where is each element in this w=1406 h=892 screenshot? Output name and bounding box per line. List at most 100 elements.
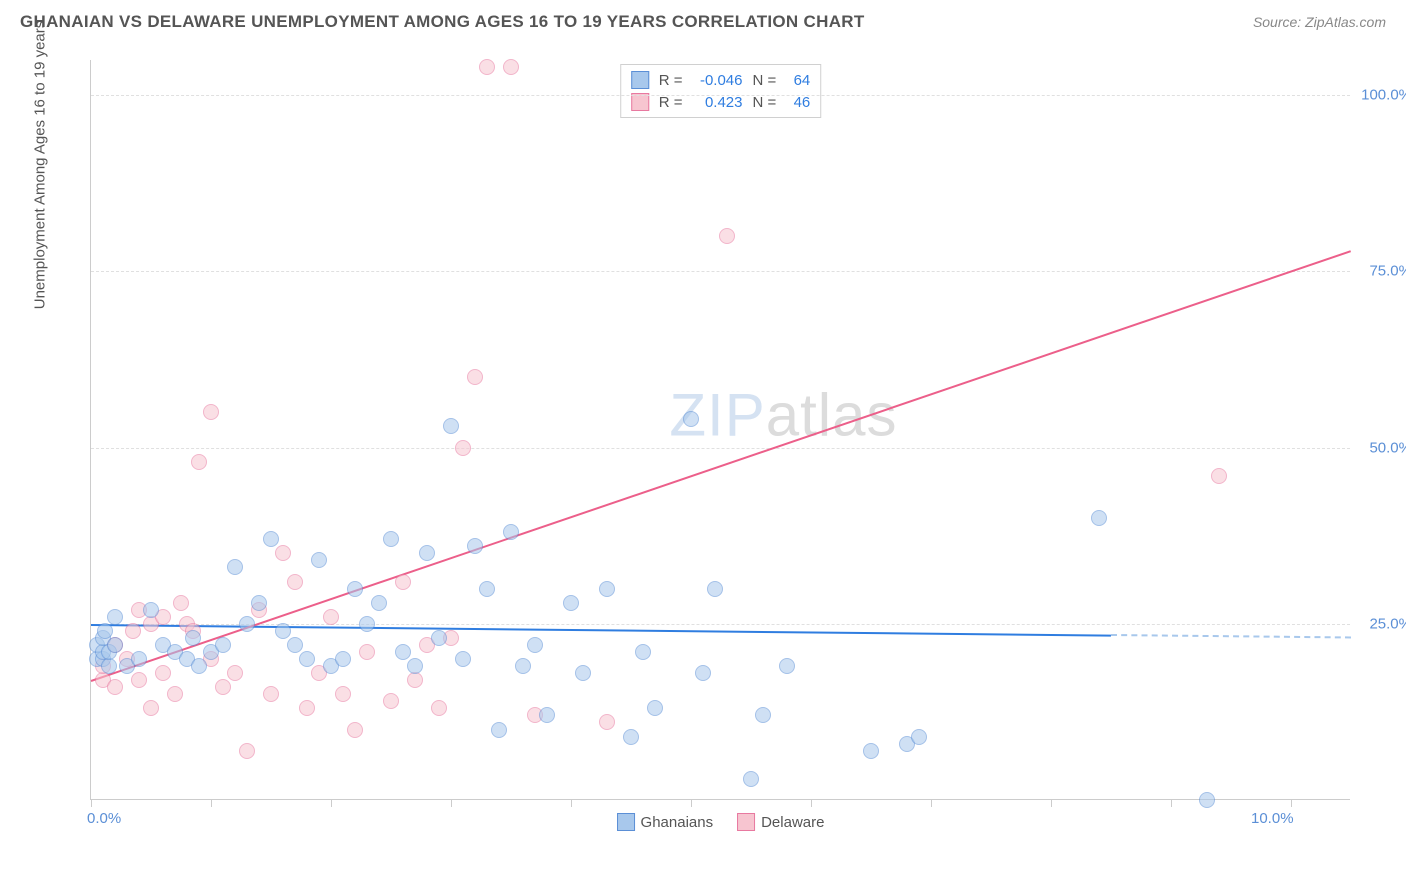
x-tick xyxy=(211,799,212,807)
data-point xyxy=(287,637,303,653)
swatch-pink-icon xyxy=(737,813,755,831)
x-tick xyxy=(571,799,572,807)
legend-r-label: R = xyxy=(659,72,683,89)
data-point xyxy=(335,686,351,702)
x-tick-label: 10.0% xyxy=(1251,810,1294,827)
data-point xyxy=(431,630,447,646)
data-point xyxy=(167,686,183,702)
gridline-h xyxy=(91,448,1350,449)
data-point xyxy=(173,595,189,611)
data-point xyxy=(299,700,315,716)
data-point xyxy=(563,595,579,611)
data-point xyxy=(707,581,723,597)
data-point xyxy=(407,658,423,674)
data-point xyxy=(107,679,123,695)
bottom-legend-pink-label: Delaware xyxy=(761,814,824,831)
gridline-h xyxy=(91,95,1350,96)
x-tick xyxy=(1291,799,1292,807)
data-point xyxy=(347,581,363,597)
chart-title: GHANAIAN VS DELAWARE UNEMPLOYMENT AMONG … xyxy=(20,12,865,32)
data-point xyxy=(467,538,483,554)
data-point xyxy=(911,729,927,745)
data-point xyxy=(239,616,255,632)
data-point xyxy=(479,581,495,597)
data-point xyxy=(383,693,399,709)
data-point xyxy=(1199,792,1215,808)
data-point xyxy=(491,722,507,738)
data-point xyxy=(335,651,351,667)
x-tick xyxy=(91,799,92,807)
data-point xyxy=(125,623,141,639)
data-point xyxy=(359,644,375,660)
x-tick-label: 0.0% xyxy=(87,810,121,827)
data-point xyxy=(311,552,327,568)
data-point xyxy=(863,743,879,759)
data-point xyxy=(467,369,483,385)
data-point xyxy=(101,658,117,674)
watermark-part2: atlas xyxy=(766,381,898,448)
data-point xyxy=(539,707,555,723)
data-point xyxy=(419,545,435,561)
data-point xyxy=(191,454,207,470)
data-point xyxy=(143,602,159,618)
data-point xyxy=(431,700,447,716)
data-point xyxy=(443,418,459,434)
legend-row-blue: R = -0.046 N = 64 xyxy=(631,69,811,91)
data-point xyxy=(623,729,639,745)
data-point xyxy=(755,707,771,723)
data-point xyxy=(239,743,255,759)
watermark: ZIPatlas xyxy=(669,380,897,449)
data-point xyxy=(323,609,339,625)
plot-area: ZIPatlas R = -0.046 N = 64 R = 0.423 N =… xyxy=(90,60,1350,800)
trend-line xyxy=(1111,634,1351,638)
data-point xyxy=(143,700,159,716)
data-point xyxy=(227,559,243,575)
trend-line xyxy=(91,250,1352,682)
data-point xyxy=(215,637,231,653)
x-tick xyxy=(691,799,692,807)
data-point xyxy=(743,771,759,787)
x-tick xyxy=(1171,799,1172,807)
y-tick-label: 75.0% xyxy=(1369,263,1406,280)
x-tick xyxy=(451,799,452,807)
data-point xyxy=(683,411,699,427)
y-tick-label: 50.0% xyxy=(1369,439,1406,456)
data-point xyxy=(779,658,795,674)
data-point xyxy=(251,595,267,611)
x-tick xyxy=(811,799,812,807)
bottom-legend: Ghanaians Delaware xyxy=(617,813,825,831)
source-label: Source: ZipAtlas.com xyxy=(1253,14,1386,30)
y-tick-label: 25.0% xyxy=(1369,615,1406,632)
data-point xyxy=(503,524,519,540)
data-point xyxy=(263,686,279,702)
data-point xyxy=(107,637,123,653)
data-point xyxy=(287,574,303,590)
data-point xyxy=(695,665,711,681)
swatch-blue-icon xyxy=(617,813,635,831)
bottom-legend-blue: Ghanaians xyxy=(617,813,714,831)
swatch-blue-icon xyxy=(631,71,649,89)
data-point xyxy=(635,644,651,660)
data-point xyxy=(395,644,411,660)
data-point xyxy=(215,679,231,695)
data-point xyxy=(599,714,615,730)
data-point xyxy=(527,637,543,653)
data-point xyxy=(503,59,519,75)
data-point xyxy=(371,595,387,611)
data-point xyxy=(479,59,495,75)
data-point xyxy=(185,630,201,646)
data-point xyxy=(395,574,411,590)
data-point xyxy=(227,665,243,681)
data-point xyxy=(1091,510,1107,526)
chart-container: Unemployment Among Ages 16 to 19 years Z… xyxy=(50,50,1380,840)
data-point xyxy=(263,531,279,547)
y-axis-title: Unemployment Among Ages 16 to 19 years xyxy=(32,21,49,310)
data-point xyxy=(599,581,615,597)
data-point xyxy=(203,404,219,420)
data-point xyxy=(407,672,423,688)
bottom-legend-blue-label: Ghanaians xyxy=(641,814,714,831)
data-point xyxy=(131,672,147,688)
data-point xyxy=(383,531,399,547)
legend-n-label: N = xyxy=(753,72,777,89)
data-point xyxy=(455,651,471,667)
